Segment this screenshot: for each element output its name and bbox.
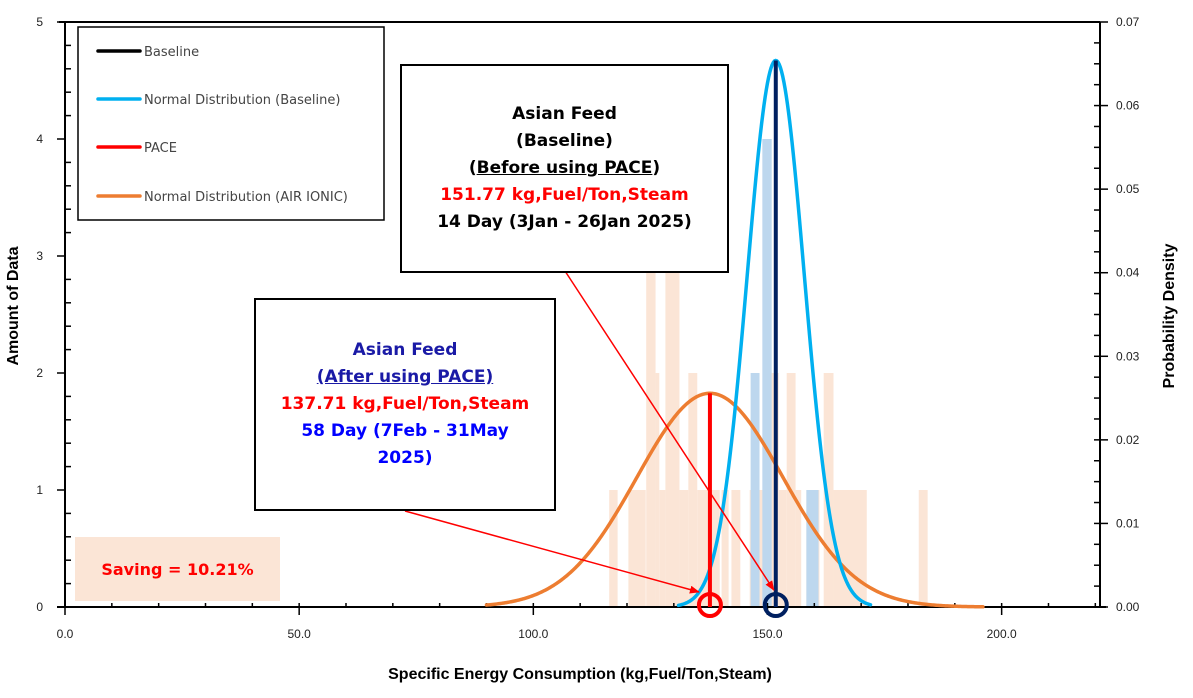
pace-histogram-bar (646, 139, 656, 607)
pace-histogram-bar (823, 373, 834, 607)
pace-box-value: 137.71 kg,Fuel/Ton,Steam (280, 394, 530, 414)
axis-labels: Specific Energy Consumption (kg,Fuel/Ton… (5, 243, 1178, 683)
x-axis-title: Specific Energy Consumption (kg,Fuel/Ton… (388, 666, 772, 683)
pace-histogram-bar (609, 490, 618, 607)
axes: 0 1 2 3 4 5 0.00 0.01 0.02 0.03 0.04 0.05 0.06 0.07 0.… (36, 15, 1139, 641)
pace-box-period-year: 2025) (377, 448, 433, 468)
pace-marker-circle (696, 592, 723, 618)
y2-axis-title: Probability Density (1161, 243, 1178, 388)
legend-label-2: PACE (144, 141, 177, 156)
y-tick-label: 3 (36, 249, 43, 263)
saving-badge: Saving = 10.21% (75, 537, 280, 601)
x-tick-label: 150.0 (752, 627, 782, 641)
y-tick-label: 5 (36, 15, 43, 29)
paren-close: ) (652, 158, 661, 178)
y2-tick-label: 0.04 (1116, 266, 1140, 280)
legend: Baseline Normal Distribution (Baseline) PA… (77, 26, 385, 221)
pace-histogram-bar (795, 490, 802, 607)
pace-box-condition: (After using PACE) (316, 367, 494, 387)
baseline-box-period: 14 Day (3Jan - 26Jan 2025) (437, 212, 692, 232)
pace-histogram-bar (688, 373, 698, 607)
baseline-histogram-bar (762, 139, 772, 607)
pace-histogram-bar (767, 373, 779, 607)
baseline-box-subtitle: (Baseline) (516, 131, 613, 151)
condition-text: Before using PACE (476, 158, 653, 178)
baseline-annotation-box: Asian Feed (Baseline) (Before using PACE… (400, 64, 729, 273)
x-tick-label: 50.0 (287, 627, 311, 641)
y2-tick-label: 0.02 (1116, 433, 1140, 447)
y2-tick-label: 0.07 (1116, 15, 1140, 29)
baseline-histogram-bar (806, 490, 819, 607)
pace-histogram-bar (655, 373, 660, 607)
y-tick-label: 4 (36, 132, 43, 146)
pace-box-title: Asian Feed (352, 340, 458, 360)
pace-histogram-bar (679, 490, 689, 607)
pace-histogram-bar (778, 490, 787, 607)
distribution-curves (484, 58, 985, 618)
pace-histogram-bar (659, 490, 666, 607)
legend-frame (77, 26, 385, 221)
pace-box-period: 58 Day (7Feb - 31May (301, 421, 509, 441)
x-tick-label: 100.0 (518, 627, 548, 641)
baseline-box-condition: (Before using PACE) (469, 155, 660, 182)
pace-annotation-box: Asian Feed (After using PACE) 137.71 kg,… (254, 298, 556, 511)
baseline-box-title: Asian Feed (512, 104, 617, 124)
y-tick-label: 2 (36, 366, 43, 380)
legend-label-0: Baseline (144, 45, 199, 60)
annotation-arrows (404, 270, 775, 594)
y2-tick-label: 0.03 (1116, 349, 1140, 363)
legend-label-3: Normal Distribution (AIR IONIC) (144, 190, 348, 205)
legend-label-1: Normal Distribution (Baseline) (144, 93, 340, 108)
y2-tick-label: 0.01 (1116, 516, 1140, 530)
y2-tick-label: 0.00 (1116, 600, 1140, 614)
paren-open: ( (468, 158, 477, 178)
pace-histogram-bar (721, 490, 729, 607)
x-tick-label: 200.0 (987, 627, 1017, 641)
baseline-box-value: 151.77 kg,Fuel/Ton,Steam (440, 185, 689, 205)
pace-histogram-bar (918, 490, 928, 607)
y-axis-title: Amount of Data (5, 246, 22, 365)
y2-tick-label: 0.06 (1116, 99, 1140, 113)
y-tick-label: 1 (36, 483, 43, 497)
baseline-histogram-bar (750, 373, 760, 607)
baseline-arrow (564, 270, 775, 591)
pace-histogram-bar (665, 256, 680, 607)
x-tick-label: 0.0 (57, 627, 74, 641)
y-tick-label: 0 (36, 600, 43, 614)
pace-histogram-bar (628, 490, 646, 607)
pace-histogram-bar (731, 490, 741, 607)
y2-tick-label: 0.05 (1116, 182, 1140, 196)
baseline-marker-circle (762, 592, 789, 618)
pace-arrow (404, 510, 700, 594)
